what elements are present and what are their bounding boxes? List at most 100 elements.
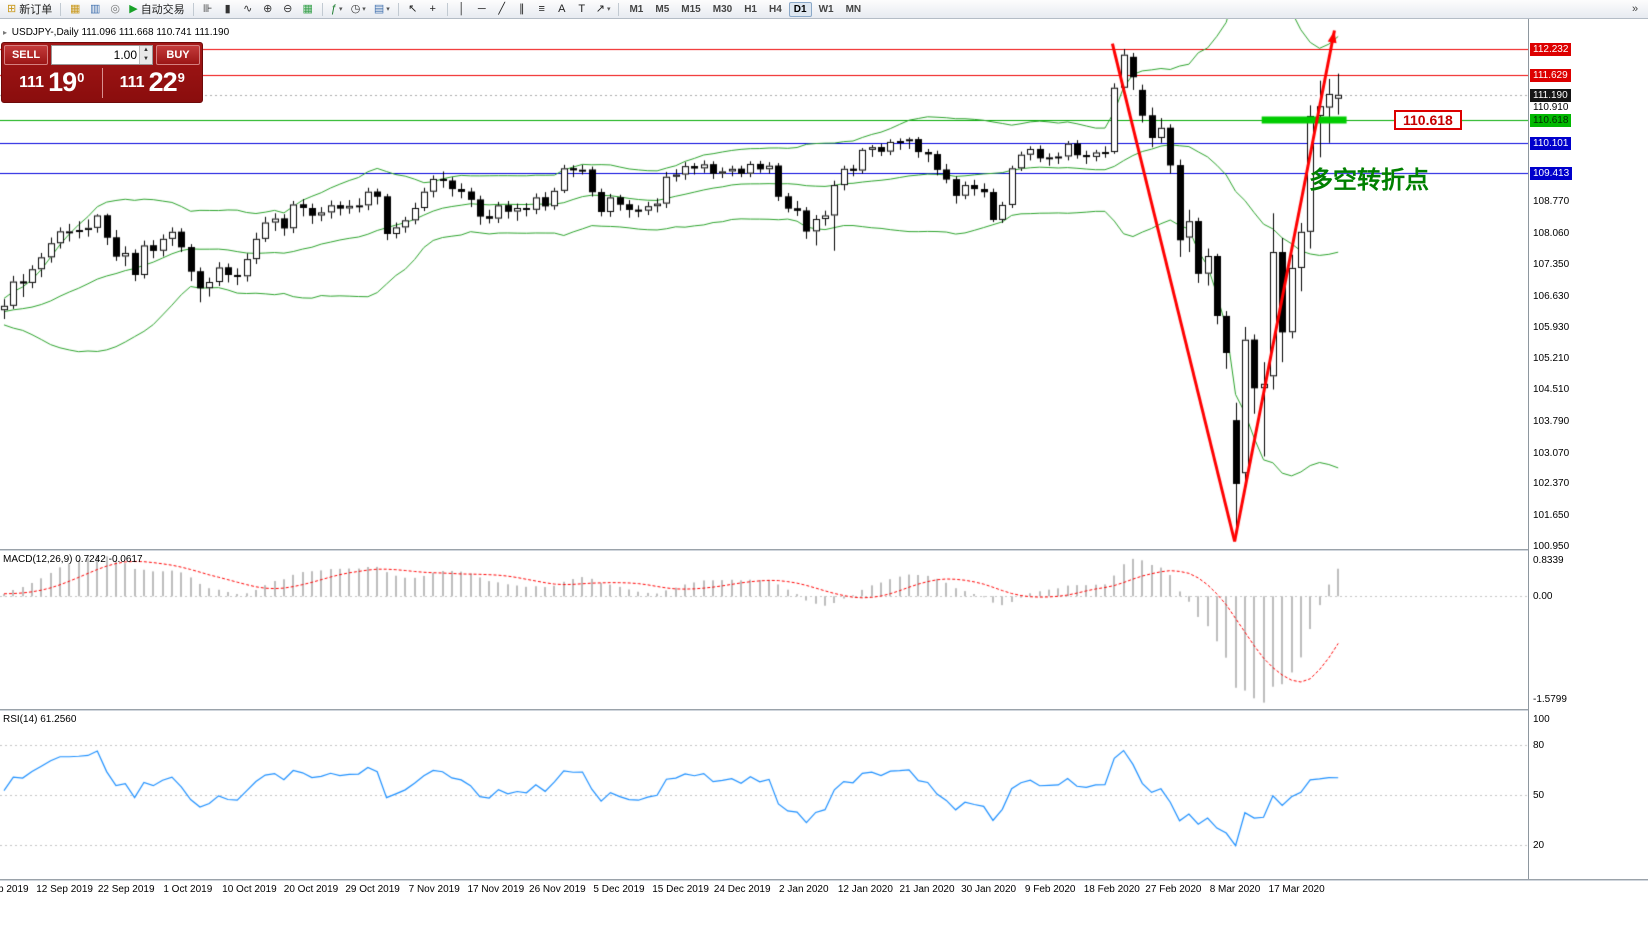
timeframe-m1-button[interactable]: M1 bbox=[629, 3, 644, 15]
crosshair-icon: + bbox=[429, 2, 436, 15]
price-axis-label: 102.370 bbox=[1533, 478, 1570, 489]
timeframe-d1-button[interactable]: D1 bbox=[788, 1, 812, 17]
timeframe-w1-button[interactable]: W1 bbox=[818, 3, 834, 15]
chevron-right-icon: » bbox=[1631, 2, 1639, 15]
timeframe-h4-button[interactable]: H4 bbox=[768, 3, 782, 15]
date-axis-label: 10 Oct 2019 bbox=[222, 884, 277, 895]
date-axis-label: 20 Oct 2019 bbox=[283, 884, 339, 895]
horizontal-line-button[interactable]: ─ bbox=[473, 1, 491, 17]
autotrading-button[interactable]: ▶ 自动交易 bbox=[126, 1, 187, 17]
data-window-icon: ◎ bbox=[110, 2, 121, 15]
price-axis-label: 106.630 bbox=[1533, 291, 1570, 302]
price-axis-label: 108.770 bbox=[1533, 196, 1570, 207]
toolbar-separator bbox=[446, 2, 448, 16]
market-watch-button[interactable]: ▥ bbox=[86, 1, 104, 17]
label-button[interactable]: T bbox=[573, 1, 591, 17]
caret-down-icon: ▾ bbox=[338, 6, 343, 13]
buy-button[interactable]: BUY bbox=[156, 45, 200, 65]
timeframe-mn-button[interactable]: MN bbox=[845, 3, 862, 15]
stepper-down-icon[interactable]: ▼ bbox=[140, 55, 152, 64]
symbol-period-label: USDJPY-,Daily bbox=[11, 27, 79, 38]
caret-down-icon: ▾ bbox=[362, 6, 366, 13]
cursor-icon: ↖ bbox=[408, 2, 418, 15]
periods-button[interactable]: ◷ ▾ bbox=[348, 1, 369, 17]
price-axis-label: 100.950 bbox=[1533, 541, 1570, 552]
caret-down-icon: ▾ bbox=[606, 6, 611, 13]
sell-price-display[interactable]: 111 19 0 bbox=[2, 67, 102, 98]
zoom-out-icon: ⊖ bbox=[283, 2, 293, 15]
price-axis-label: 110.618 bbox=[1530, 114, 1572, 127]
line-chart-icon: ∿ bbox=[243, 2, 253, 15]
text-button[interactable]: A bbox=[553, 1, 571, 17]
data-window-button[interactable]: ◎ bbox=[106, 1, 124, 17]
line-chart-type-button[interactable]: ∿ bbox=[239, 1, 257, 17]
rsi-axis-label: 100 bbox=[1533, 714, 1550, 725]
pane-separator[interactable] bbox=[0, 549, 1648, 551]
pane-separator[interactable] bbox=[0, 709, 1648, 711]
price-divider bbox=[101, 67, 103, 98]
timeframe-m15-button[interactable]: M15 bbox=[681, 3, 701, 15]
lot-size-input[interactable] bbox=[52, 47, 139, 63]
macd-axis-label: -1.5799 bbox=[1533, 694, 1567, 705]
indicators-button[interactable]: ƒ ▾ bbox=[328, 1, 346, 17]
date-axis-label: 29 Oct 2019 bbox=[345, 884, 400, 895]
date-axis-label: 24 Dec 2019 bbox=[713, 884, 771, 895]
caret-down-icon: ▾ bbox=[386, 6, 390, 13]
chart-symbol-icon: ▸ bbox=[3, 28, 8, 37]
time-axis[interactable]: 3 Sep 2019 12 Sep 2019 22 Sep 2019 1 Oct 20… bbox=[0, 881, 1648, 898]
rsi-pane-canvas[interactable] bbox=[0, 711, 1528, 879]
new-order-button[interactable]: ⊞ 新订单 bbox=[4, 1, 55, 17]
price-axis-label: 105.210 bbox=[1533, 353, 1570, 364]
toolbar-separator bbox=[618, 2, 620, 16]
channel-button[interactable]: ∥ bbox=[513, 1, 531, 17]
date-axis-label: 12 Jan 2020 bbox=[837, 884, 893, 895]
rsi-indicator-label: RSI(14) 61.2560 bbox=[3, 714, 77, 725]
sell-button[interactable]: SELL bbox=[4, 45, 48, 65]
stepper-up-icon[interactable]: ▲ bbox=[140, 46, 152, 55]
arrows-button[interactable]: ↗ ▾ bbox=[593, 1, 614, 17]
timeframe-m30-button[interactable]: M30 bbox=[712, 3, 733, 15]
timeframe-m5-button[interactable]: M5 bbox=[655, 3, 670, 15]
tile-windows-icon: ▦ bbox=[302, 2, 313, 15]
toolbar: ⊞ 新订单 ▦ ▥ ◎ ▶ 自动交易 ⊪ ▮ ∿ ⊕ ⊖ ▦ ƒ ▾ ◷ ▾ ▤ ▾ ↖ + │ ─ ╱ ∥ ≡ A T ↗ ▾ M1 M5 M… bbox=[0, 0, 1648, 19]
toolbar-overflow-button[interactable]: » bbox=[1626, 1, 1644, 17]
bar-chart-icon: ⊪ bbox=[202, 2, 213, 15]
candlestick-chart-type-button[interactable]: ▮ bbox=[219, 1, 237, 17]
date-axis-label: 9 Feb 2020 bbox=[1024, 884, 1076, 895]
buy-price-point: 9 bbox=[177, 70, 185, 85]
timeframe-h1-button[interactable]: H1 bbox=[744, 3, 757, 15]
new-order-button-label: 新订单 bbox=[19, 4, 53, 16]
date-axis-label: 22 Sep 2019 bbox=[97, 884, 155, 895]
new-order-icon: ⊞ bbox=[7, 2, 17, 15]
trendline-button[interactable]: ╱ bbox=[493, 1, 511, 17]
main-chart-canvas[interactable] bbox=[0, 19, 1528, 549]
zoom-out-button[interactable]: ⊖ bbox=[279, 1, 297, 17]
crosshair-button[interactable]: + bbox=[424, 1, 442, 17]
tile-windows-button[interactable]: ▦ bbox=[299, 1, 317, 17]
date-axis-label: 27 Feb 2020 bbox=[1145, 884, 1202, 895]
vertical-line-button[interactable]: │ bbox=[453, 1, 471, 17]
charts-button[interactable]: ▦ bbox=[66, 1, 84, 17]
zoom-in-button[interactable]: ⊕ bbox=[259, 1, 277, 17]
fibonacci-button[interactable]: ≡ bbox=[533, 1, 551, 17]
date-axis-label: 1 Oct 2019 bbox=[163, 884, 213, 895]
date-axis-label: 26 Nov 2019 bbox=[529, 884, 586, 895]
sell-price-pips: 19 bbox=[48, 67, 77, 97]
price-axis[interactable]: 112.232 111.629 111.190 110.910 110.618 110.1… bbox=[1528, 19, 1648, 879]
market-watch-icon: ▥ bbox=[90, 2, 101, 15]
rsi-axis-label: 80 bbox=[1533, 740, 1545, 751]
cursor-button[interactable]: ↖ bbox=[404, 1, 422, 17]
date-axis-label: 12 Sep 2019 bbox=[36, 884, 93, 895]
indicators-icon: ƒ bbox=[330, 2, 337, 15]
macd-pane-canvas[interactable] bbox=[0, 551, 1528, 709]
lot-size-stepper: ▲ ▼ bbox=[139, 46, 152, 64]
price-axis-label: 104.510 bbox=[1533, 384, 1570, 395]
one-click-trading-panel: SELL ▲ ▼ BUY 111 19 0 111 22 9 bbox=[1, 42, 203, 103]
turning-point-annotation: 多空转折点 bbox=[1309, 167, 1429, 194]
text-icon: A bbox=[558, 2, 566, 15]
ohlc-values: 111.096 111.668 110.741 111.190 bbox=[81, 27, 230, 38]
template-icon: ▤ bbox=[373, 2, 385, 15]
buy-price-display[interactable]: 111 22 9 bbox=[103, 67, 203, 98]
bar-chart-type-button[interactable]: ⊪ bbox=[199, 1, 217, 17]
templates-button[interactable]: ▤ ▾ bbox=[371, 1, 393, 17]
